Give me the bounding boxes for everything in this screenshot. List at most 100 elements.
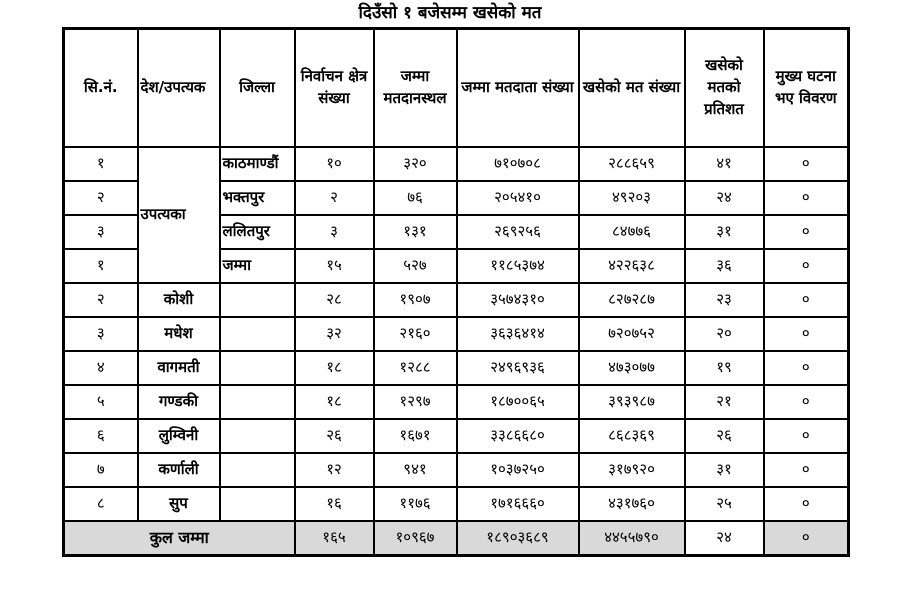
cell-voters: ११८५३७४ — [455, 247, 580, 284]
cell-serial: ५ — [62, 383, 139, 420]
cell-province: कर्णाली — [136, 451, 221, 488]
cell-polling-stations: १२८८ — [372, 349, 458, 386]
row-lalitpur: ३ ललितपुर ३ १३१ २६९२५६ ८४७७६ ३१ ० — [62, 213, 850, 250]
cell-polling-stations: ५२७ — [372, 247, 458, 284]
cell-serial: ४ — [62, 349, 139, 386]
header-constituency-count: निर्वाचन क्षेत्र संख्या — [293, 27, 375, 148]
cell-constituencies: ३२ — [293, 315, 375, 352]
cell-voters: ३३८६६८० — [455, 417, 580, 454]
cell-voters: २४९६९३६ — [455, 349, 580, 386]
cell-total-events: ० — [762, 519, 850, 557]
cell-polling-stations: १६७१ — [372, 417, 458, 454]
header-serial-number: सि.नं. — [62, 27, 139, 148]
cell-district: भक्तपुर — [218, 179, 296, 216]
cell-votes-cast: ३९३९८७ — [577, 383, 686, 420]
row-madhesh: ३ मधेश ३२ २१६० ३६३६४१४ ७२०७५२ २० ० — [62, 315, 850, 352]
cell-voters: ३६३६४१४ — [455, 315, 580, 352]
cell-events: ० — [762, 417, 850, 454]
header-votes-cast: खसेको मत संख्या — [577, 27, 686, 148]
cell-votes-cast: ४३१७६० — [577, 485, 686, 522]
cell-voters: ७१०७०८ — [455, 145, 580, 182]
cell-serial: १ — [62, 247, 139, 284]
cell-polling-stations: ९४१ — [372, 451, 458, 488]
cell-constituencies: ३ — [293, 213, 375, 250]
cell-percent: ४१ — [683, 145, 765, 182]
cell-serial: २ — [62, 179, 139, 216]
cell-events: ० — [762, 315, 850, 352]
cell-district — [218, 349, 296, 386]
header-total-voters: जम्मा मतदाता संख्या — [455, 27, 580, 148]
row-lumbini: ६ लुम्विनी २६ १६७१ ३३८६६८० ८६८३६९ २६ ० — [62, 417, 850, 454]
row-karnali: ७ कर्णाली १२ ९४१ १०३७२५० ३१७९२० ३१ ० — [62, 451, 850, 488]
cell-percent: २५ — [683, 485, 765, 522]
header-major-events: मुख्य घटना भए विवरण — [762, 27, 850, 148]
cell-polling-stations: ७६ — [372, 179, 458, 216]
row-bagmati: ४ वागमती १८ १२८८ २४९६९३६ ४७३०७७ १९ ० — [62, 349, 850, 386]
cell-percent: ३६ — [683, 247, 765, 284]
cell-serial: ८ — [62, 485, 139, 522]
cell-polling-stations: १३१ — [372, 213, 458, 250]
cell-serial: ६ — [62, 417, 139, 454]
cell-voters: २६९२५६ — [455, 213, 580, 250]
cell-serial: ७ — [62, 451, 139, 488]
cell-district — [218, 417, 296, 454]
row-grand-total: कुल जम्मा १६५ १०९६७ १८९०३६८९ ४४५५७९० २४ … — [62, 519, 850, 557]
cell-votes-cast: २८८६५९ — [577, 145, 686, 182]
cell-total-label: कुल जम्मा — [62, 519, 296, 557]
cell-percent: २६ — [683, 417, 765, 454]
row-sudurpashchim: ८ सुप १६ ११७६ १७१६६६० ४३१७६० २५ ० — [62, 485, 850, 522]
cell-province: गण्डकी — [136, 383, 221, 420]
cell-constituencies: २ — [293, 179, 375, 216]
cell-percent: २० — [683, 315, 765, 352]
cell-district: जम्मा — [218, 247, 296, 284]
cell-events: ० — [762, 213, 850, 250]
cell-total-votes-cast: ४४५५७९० — [577, 519, 686, 557]
row-bhaktapur: २ भक्तपुर २ ७६ २०५४१० ४९२०३ २४ ० — [62, 179, 850, 216]
cell-voters: १०३७२५० — [455, 451, 580, 488]
header-votes-percent: खसेको मतको प्रतिशत — [683, 27, 765, 148]
cell-constituencies: १८ — [293, 349, 375, 386]
table-header-row: सि.नं. देश/उपत्यक जिल्ला निर्वाचन क्षेत्… — [62, 27, 850, 148]
cell-polling-stations: २१६० — [372, 315, 458, 352]
cell-constituencies: १२ — [293, 451, 375, 488]
cell-percent: १९ — [683, 349, 765, 386]
cell-province: मधेश — [136, 315, 221, 352]
cell-percent: २१ — [683, 383, 765, 420]
cell-district: ललितपुर — [218, 213, 296, 250]
cell-district — [218, 485, 296, 522]
cell-voters: १७१६६६० — [455, 485, 580, 522]
cell-voters: ३५७४३१० — [455, 281, 580, 318]
cell-percent: २४ — [683, 179, 765, 216]
cell-polling-stations: ११७६ — [372, 485, 458, 522]
cell-events: ० — [762, 179, 850, 216]
row-koshi: २ कोशी २८ १९०७ ३५७४३१० ८२७२८७ २३ ० — [62, 281, 850, 318]
cell-constituencies: २८ — [293, 281, 375, 318]
cell-valley-group: उपत्यका — [136, 145, 221, 284]
cell-events: ० — [762, 349, 850, 386]
header-district: जिल्ला — [218, 27, 296, 148]
cell-constituencies: १६ — [293, 485, 375, 522]
cell-voters: १८७००६५ — [455, 383, 580, 420]
row-valley-subtotal: १ जम्मा १५ ५२७ ११८५३७४ ४२२६३८ ३६ ० — [62, 247, 850, 284]
cell-votes-cast: ४७३०७७ — [577, 349, 686, 386]
cell-events: ० — [762, 281, 850, 318]
cell-polling-stations: १९०७ — [372, 281, 458, 318]
cell-total-voters: १८९०३६८९ — [455, 519, 580, 557]
cell-serial: ३ — [62, 315, 139, 352]
cell-polling-stations: १२९७ — [372, 383, 458, 420]
cell-constituencies: १० — [293, 145, 375, 182]
cell-province: कोशी — [136, 281, 221, 318]
cell-total-constituencies: १६५ — [293, 519, 375, 557]
vote-summary-table: सि.नं. देश/उपत्यक जिल्ला निर्वाचन क्षेत्… — [62, 27, 850, 557]
cell-events: ० — [762, 485, 850, 522]
row-gandaki: ५ गण्डकी १८ १२९७ १८७००६५ ३९३९८७ २१ ० — [62, 383, 850, 420]
header-polling-stations: जम्मा मतदानस्थल — [372, 27, 458, 148]
cell-votes-cast: ३१७९२० — [577, 451, 686, 488]
cell-voters: २०५४१० — [455, 179, 580, 216]
cell-events: ० — [762, 383, 850, 420]
cell-events: ० — [762, 247, 850, 284]
cell-percent: २३ — [683, 281, 765, 318]
cell-serial: २ — [62, 281, 139, 318]
cell-votes-cast: ४२२६३८ — [577, 247, 686, 284]
page-title: दिउँसो १ बजेसम्म खसेको मत — [358, 3, 542, 23]
